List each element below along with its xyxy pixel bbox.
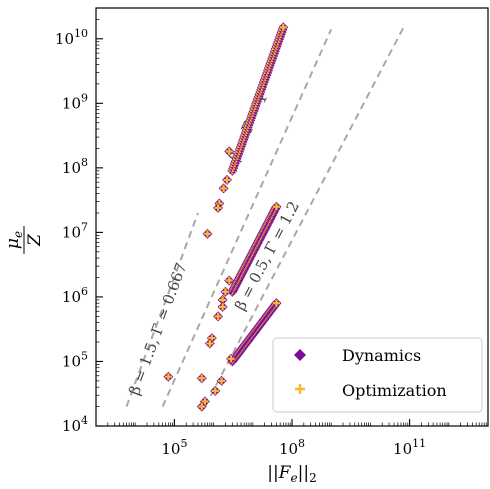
optimization-point	[223, 176, 231, 184]
y-tick-label: 104	[62, 414, 88, 435]
y-tick-label: 105	[62, 349, 88, 370]
optimization-point	[219, 303, 227, 311]
optimization-point	[220, 184, 228, 193]
optimization-point	[203, 230, 212, 238]
optimization-point	[201, 397, 209, 406]
legend-dynamics-label: Dynamics	[342, 346, 421, 365]
legend-optimization-label: Optimization	[342, 381, 447, 400]
optimization-point	[214, 204, 222, 212]
reference-line-label-3: β = 0.5, Γ = 1.2	[231, 198, 303, 313]
optimization-point	[225, 276, 233, 285]
y-tick-label: 109	[62, 91, 88, 112]
optimization-point	[206, 339, 214, 348]
y-tick-label: 1010	[55, 27, 88, 48]
optimization-point	[225, 147, 233, 155]
legend-box	[272, 337, 483, 413]
y-tick-label: 108	[62, 156, 88, 177]
optimization-point	[272, 299, 281, 307]
optimization-point	[198, 402, 206, 411]
x-tick-label: 105	[161, 437, 187, 458]
optimization-point	[279, 23, 287, 32]
svg-text:Z: Z	[25, 233, 45, 247]
optimization-point	[198, 374, 206, 382]
legend-dynamics-marker	[294, 349, 306, 361]
reference-line-1	[125, 212, 199, 407]
optimization-point	[227, 355, 235, 363]
optimization-point	[214, 312, 222, 320]
optimization-point	[272, 203, 281, 211]
axis-ticks	[95, 7, 487, 427]
optimization-point	[221, 288, 230, 296]
optimization-point	[218, 377, 226, 385]
legend-optimization-marker	[295, 384, 305, 394]
y-tick-label: 107	[62, 220, 88, 241]
y-axis-title: μe Z	[3, 226, 45, 254]
reference-line-2	[161, 28, 333, 407]
y-tick-label: 106	[62, 285, 88, 306]
legend: Dynamics Optimization	[272, 337, 483, 413]
data-points	[163, 22, 289, 412]
x-axis-title: ||Fe||2	[267, 463, 316, 485]
optimization-point	[164, 373, 172, 381]
tick-labels: 105 108 1011 104 105 106 107 108 109 1010	[55, 27, 426, 458]
reference-line-label-1: β = 1.5, Γ ≃ 0.667	[125, 260, 190, 397]
x-tick-label: 108	[279, 437, 305, 458]
x-tick-label: 1011	[393, 437, 426, 458]
optimization-point	[211, 387, 219, 395]
svg-text:μe: μe	[3, 231, 25, 249]
